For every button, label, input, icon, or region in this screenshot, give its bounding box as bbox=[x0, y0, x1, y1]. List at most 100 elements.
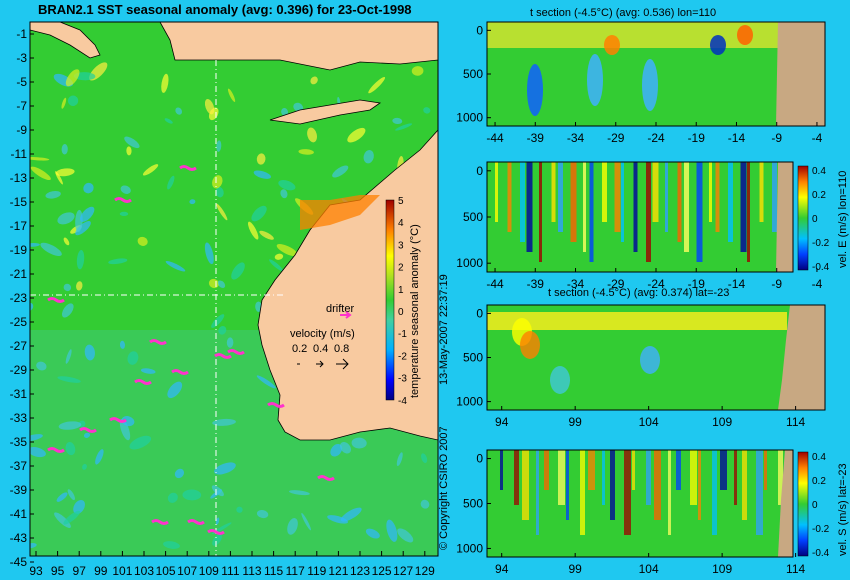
lat-tick-label: -15 bbox=[10, 195, 28, 209]
drifter-track bbox=[151, 519, 169, 525]
panel4-stripe bbox=[602, 450, 605, 505]
eddy-patch bbox=[57, 376, 81, 383]
eddy-patch bbox=[30, 242, 40, 247]
panel2-stripe bbox=[684, 162, 689, 252]
vel-e-colorbar-ticks: 0.4 0.2 0 -0.2 -0.4 bbox=[812, 166, 830, 273]
sst-colorbar-tick: 0 bbox=[398, 307, 404, 318]
x-tick-label: -44 bbox=[486, 277, 504, 291]
eddy-patch bbox=[67, 95, 79, 107]
depth-tick-label: 1000 bbox=[456, 256, 483, 270]
eddy-patch bbox=[137, 236, 148, 246]
map-frame bbox=[29, 21, 439, 557]
lon-tick-label: 107 bbox=[177, 564, 197, 578]
panel4-seafloor bbox=[778, 450, 793, 557]
eddy-patch bbox=[211, 314, 225, 328]
panel4-features bbox=[500, 450, 783, 535]
eddy-patch bbox=[396, 452, 403, 467]
panel3-blob bbox=[640, 346, 660, 374]
lon-tick-label: 119 bbox=[307, 564, 326, 578]
panel2-stripe bbox=[520, 162, 525, 242]
panel2-stripe bbox=[646, 162, 651, 262]
eddy-patch bbox=[365, 528, 380, 539]
eddy-patch bbox=[212, 418, 236, 426]
lon-tick-label: 103 bbox=[134, 564, 154, 578]
eddy-patch bbox=[167, 492, 178, 503]
panel2-stripe bbox=[558, 162, 563, 232]
lat-tick-label: -37 bbox=[10, 459, 28, 473]
eddy-patch bbox=[395, 123, 413, 131]
depth-tick-label: 1000 bbox=[456, 111, 483, 125]
eddy-patch bbox=[231, 262, 245, 280]
drifter-track bbox=[227, 349, 245, 355]
eddy-patch bbox=[108, 258, 128, 265]
eddy-patch bbox=[276, 243, 298, 257]
eddy-patch bbox=[30, 447, 46, 458]
panel4-stripe bbox=[712, 450, 717, 535]
lon-tick-label: 115 bbox=[264, 564, 283, 578]
eddy-patch bbox=[351, 437, 367, 449]
x-tick-label: -39 bbox=[527, 277, 545, 291]
sst-colorbar-tick: 3 bbox=[398, 240, 404, 251]
panel3-title: t section (-4.5°C) (avg: 0.374) lat=-23 bbox=[548, 287, 729, 299]
panel2-features bbox=[495, 162, 785, 262]
lon-tick-label: 123 bbox=[350, 564, 370, 578]
sst-colorbar-tick: 5 bbox=[398, 196, 404, 207]
x-tick-label: 114 bbox=[786, 415, 805, 429]
eddy-patch bbox=[165, 260, 186, 272]
x-tick-label: 114 bbox=[786, 562, 805, 576]
eddy-patch bbox=[298, 149, 314, 155]
panel2-stripe bbox=[696, 162, 703, 262]
eddy-patch bbox=[30, 166, 51, 181]
vel-colorbar-tick: 0.2 bbox=[812, 190, 826, 201]
panel2-stripe bbox=[633, 162, 638, 252]
vel-colorbar-tick: 0.2 bbox=[812, 476, 826, 487]
eddy-patch bbox=[301, 512, 311, 531]
eddy-patch bbox=[76, 249, 85, 270]
lat-tick-label: -7 bbox=[16, 99, 27, 113]
eddy-patch bbox=[84, 344, 95, 361]
x-tick-label: 109 bbox=[712, 562, 732, 576]
panel1-blob bbox=[642, 59, 658, 111]
panel4-stripe bbox=[580, 450, 585, 535]
x-tick-label: 94 bbox=[495, 415, 509, 429]
eddy-patch bbox=[251, 205, 267, 222]
eddy-patch bbox=[80, 206, 95, 222]
panel4-stripe bbox=[588, 450, 595, 490]
panel2-stripe bbox=[740, 162, 747, 252]
lat-tick-label: -31 bbox=[10, 387, 28, 401]
drifter-track bbox=[134, 379, 152, 385]
eddy-patch bbox=[82, 463, 87, 470]
x-tick-label: 104 bbox=[639, 562, 659, 576]
panel4-stripe bbox=[734, 450, 737, 505]
vel-s-colorbar-label: vel. S (m/s) lat=-23 bbox=[837, 463, 849, 556]
lat-tick-label: -29 bbox=[10, 363, 28, 377]
eddy-patch bbox=[83, 432, 91, 439]
vel-colorbar-tick: 0 bbox=[812, 500, 818, 511]
eddy-patch bbox=[174, 468, 185, 479]
eddy-patch bbox=[182, 489, 202, 501]
eddy-patch bbox=[204, 99, 215, 115]
panel2-stripe bbox=[589, 162, 594, 262]
x-tick-label: -19 bbox=[688, 277, 706, 291]
panel2-stripe bbox=[526, 162, 533, 252]
map-legend: drifter velocity (m/s) 0.2 0.4 0.8 bbox=[290, 303, 355, 370]
eddy-patch bbox=[363, 150, 374, 164]
lon-tick-label: 121 bbox=[328, 564, 348, 578]
sumatra-land bbox=[30, 22, 101, 59]
map-lat-axis: -1 -3 -5 -7 -9 -11 -13 -15 -17 -19 -21 -23 -25 -27 -29… bbox=[10, 27, 34, 569]
drifter-track bbox=[179, 165, 197, 171]
panel2-stripe bbox=[709, 162, 712, 222]
lat-tick-label: -41 bbox=[10, 507, 28, 521]
sst-colorbar-tick: 4 bbox=[398, 218, 404, 229]
panel1-blob bbox=[737, 25, 753, 45]
lon-tick-label: 97 bbox=[73, 564, 87, 578]
eddy-patch bbox=[204, 242, 214, 265]
eddy-patch bbox=[65, 349, 72, 364]
eddy-patch bbox=[392, 117, 403, 125]
eddy-patch bbox=[327, 515, 348, 524]
eddy-patch bbox=[161, 73, 169, 93]
panel2-stripe bbox=[728, 162, 733, 242]
eddy-patch bbox=[61, 303, 74, 318]
copyright-text: © Copyright CSIRO 2007 bbox=[438, 426, 450, 550]
panel2-stripe bbox=[602, 162, 607, 222]
